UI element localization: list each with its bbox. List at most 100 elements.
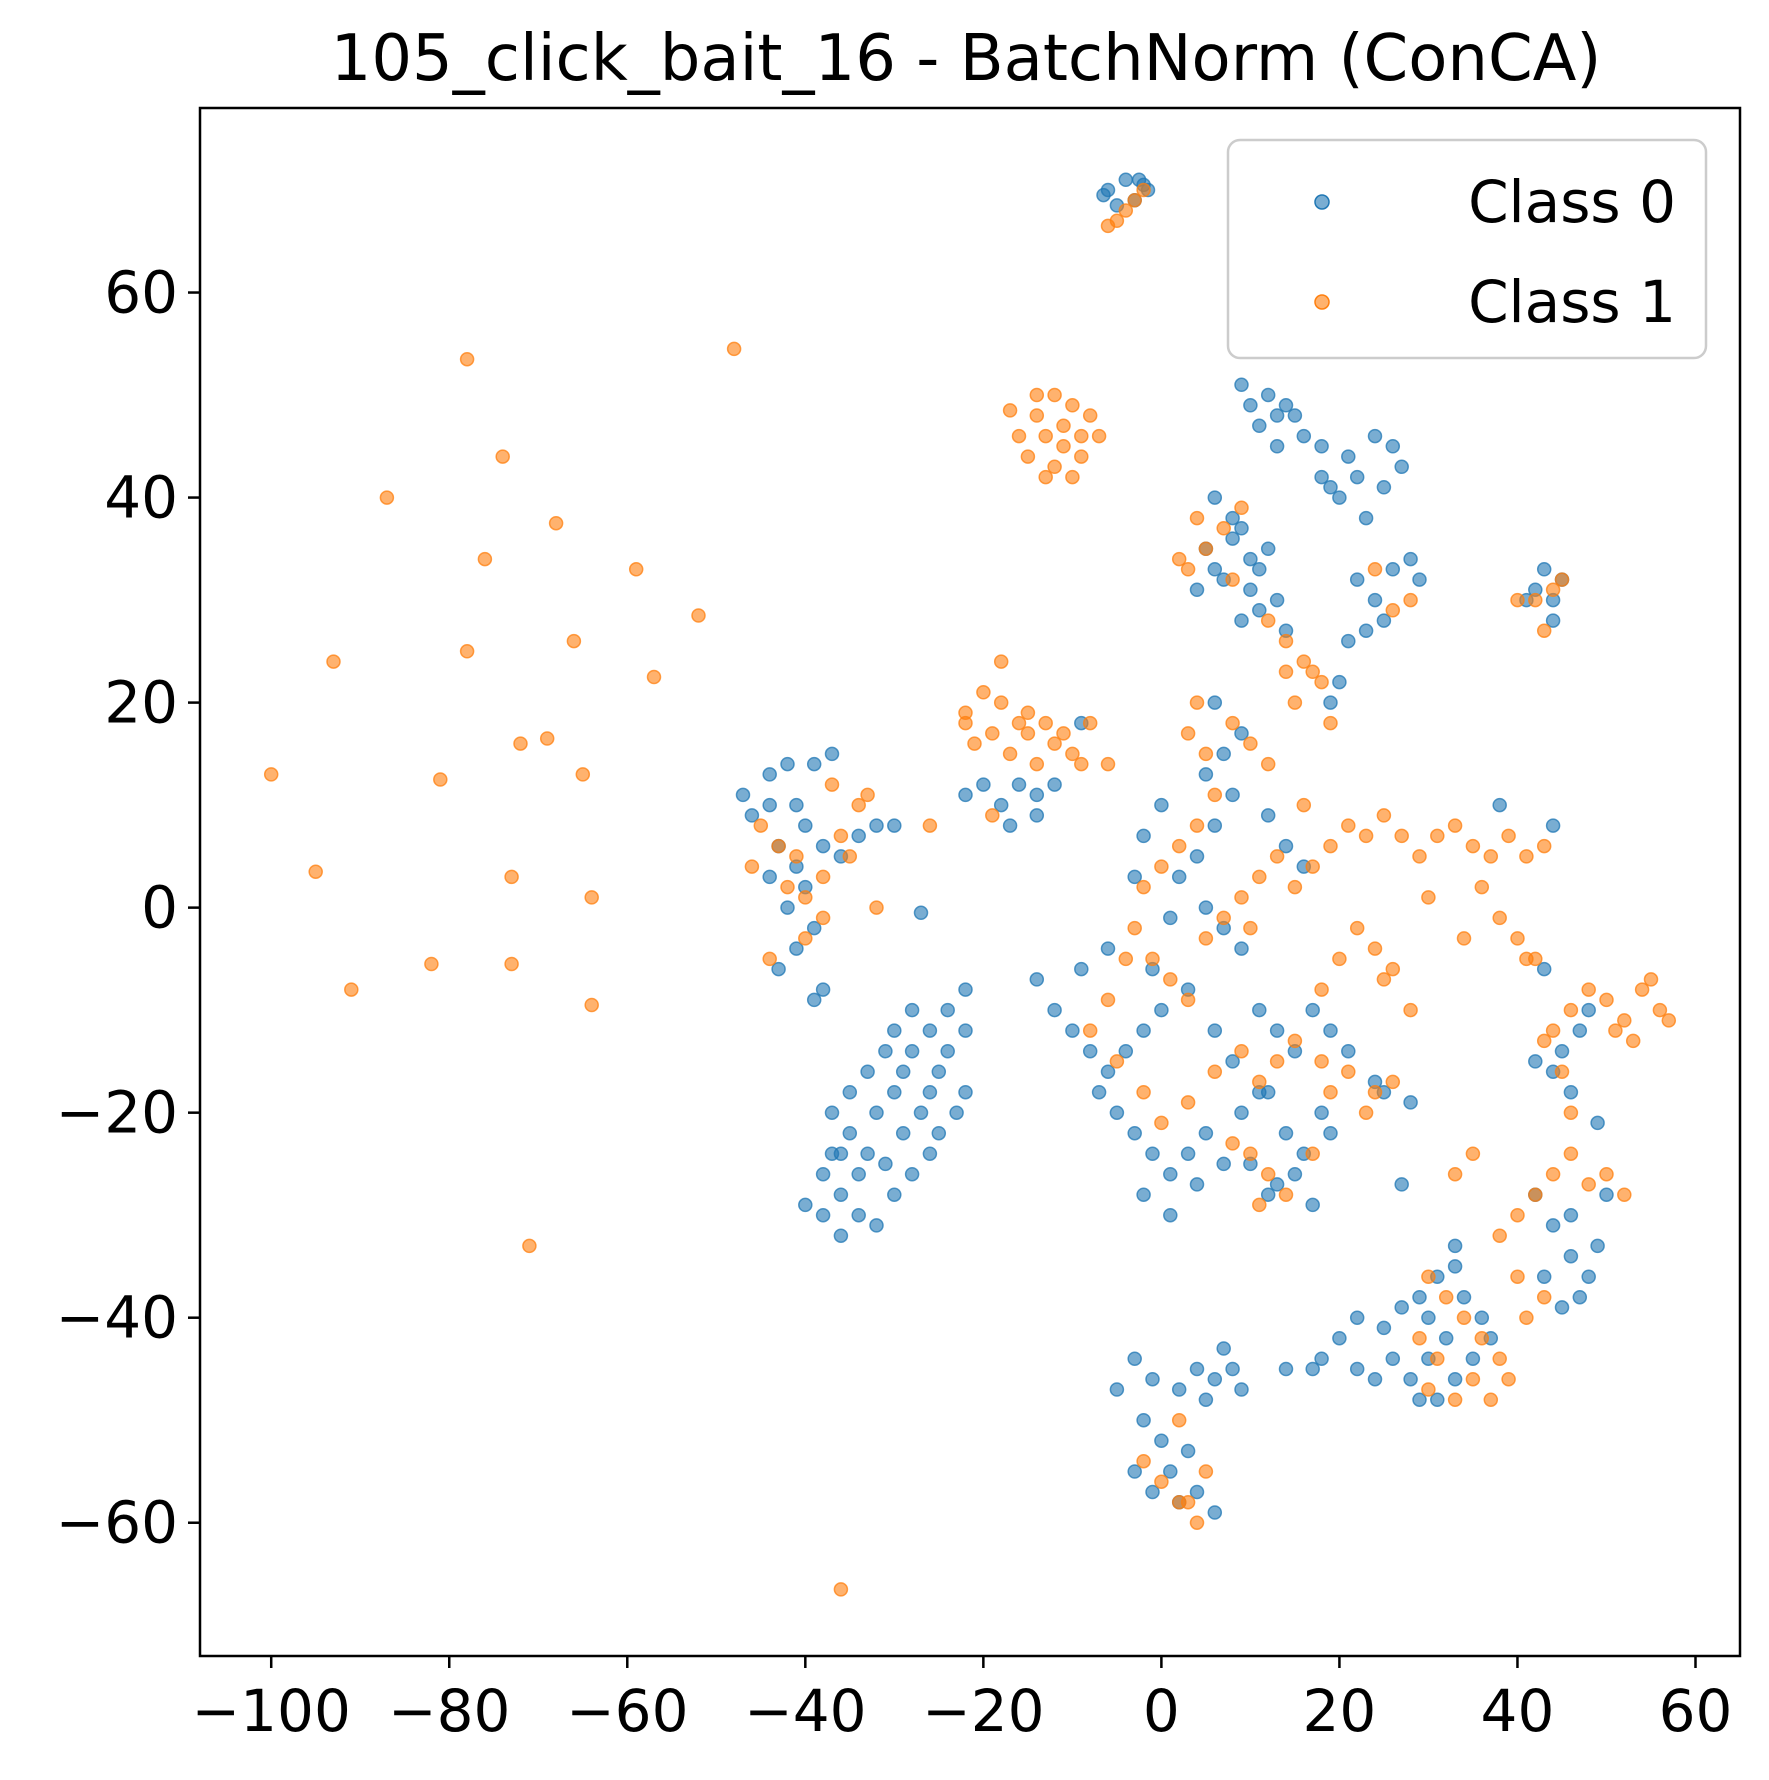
data-point: [1136, 879, 1151, 895]
data-point: [1341, 449, 1356, 464]
data-point: [1118, 172, 1134, 188]
data-point: [1536, 1289, 1552, 1305]
data-point: [1305, 1361, 1320, 1377]
data-point: [1394, 828, 1409, 844]
data-point: [789, 849, 804, 864]
data-point: [1287, 695, 1303, 710]
data-point: [504, 956, 519, 972]
data-point: [1510, 592, 1525, 608]
data-point: [1234, 726, 1249, 741]
data-point: [1011, 715, 1027, 731]
data-point: [1252, 562, 1267, 577]
data-point: [1198, 541, 1214, 557]
data-point: [1154, 797, 1169, 813]
data-point: [1207, 1023, 1223, 1038]
data-point: [771, 838, 786, 854]
data-point: [1438, 1330, 1454, 1346]
data-point: [1572, 1289, 1588, 1305]
data-point: [958, 1023, 973, 1038]
data-point: [1029, 408, 1045, 423]
data-point: [878, 1043, 893, 1059]
data-point: [771, 961, 786, 977]
data-point: [1029, 808, 1045, 823]
data-point: [1385, 562, 1401, 577]
data-point: [1385, 1074, 1401, 1090]
data-point: [1367, 1084, 1383, 1100]
data-point: [1198, 1392, 1214, 1407]
data-point: [1323, 838, 1338, 854]
data-point: [1287, 879, 1303, 895]
series-class-1: [263, 182, 1677, 1597]
data-point: [1519, 1310, 1534, 1325]
data-point: [1394, 1177, 1409, 1192]
data-point: [1465, 1146, 1481, 1161]
data-point: [1234, 1043, 1249, 1059]
data-point: [1189, 1484, 1205, 1500]
data-point: [1501, 828, 1516, 844]
data-point: [1002, 403, 1018, 418]
data-point: [1563, 1207, 1579, 1223]
data-point: [1047, 736, 1062, 751]
data-point: [1171, 1412, 1187, 1428]
data-point: [806, 992, 822, 1008]
data-point: [1020, 449, 1036, 464]
data-point: [833, 1228, 849, 1243]
data-point: [1625, 1033, 1641, 1049]
data-point: [1349, 572, 1365, 587]
y-tick-label: 60: [104, 259, 178, 327]
data-point: [1563, 1248, 1579, 1264]
data-point: [1305, 1146, 1320, 1161]
data-point: [851, 797, 866, 813]
data-point: [780, 756, 795, 772]
data-point: [1599, 992, 1614, 1008]
data-point: [1545, 582, 1561, 598]
data-point: [1385, 439, 1401, 454]
data-point: [1260, 541, 1276, 557]
data-point: [548, 515, 564, 531]
data-point: [1189, 818, 1205, 833]
data-point: [1296, 797, 1312, 813]
data-point: [1225, 715, 1240, 731]
data-point: [1154, 1474, 1169, 1489]
data-point: [1403, 1095, 1418, 1110]
data-point: [1305, 859, 1320, 874]
data-point: [1100, 218, 1116, 234]
data-point: [1412, 1289, 1427, 1305]
data-point: [1376, 808, 1392, 823]
data-point: [1260, 613, 1276, 628]
data-point: [815, 910, 831, 926]
data-point: [584, 997, 599, 1013]
data-point: [753, 818, 769, 833]
data-point: [922, 1084, 938, 1100]
data-point: [1163, 972, 1178, 987]
data-point: [1305, 664, 1320, 680]
data-point: [1234, 1382, 1249, 1397]
data-point: [433, 772, 448, 787]
data-point: [887, 1187, 902, 1202]
data-point: [869, 818, 884, 833]
data-point: [1349, 469, 1365, 485]
data-point: [1456, 931, 1472, 946]
data-point: [263, 767, 279, 782]
data-point: [1065, 746, 1080, 762]
data-point: [1243, 398, 1258, 413]
data-point: [1243, 582, 1258, 598]
data-point: [1483, 849, 1499, 864]
data-point: [1314, 469, 1329, 485]
data-point: [1599, 1166, 1614, 1182]
data-point: [1234, 500, 1249, 516]
data-point: [1189, 510, 1205, 526]
data-point: [860, 1064, 875, 1079]
data-point: [1047, 459, 1062, 475]
data-point: [1189, 1361, 1205, 1377]
data-point: [1100, 941, 1116, 956]
legend-marker-class-0: [1314, 194, 1330, 210]
data-point: [1412, 849, 1427, 864]
data-point: [958, 1084, 973, 1100]
data-point: [1154, 1433, 1169, 1448]
data-point: [1171, 838, 1187, 854]
data-point: [1180, 992, 1196, 1008]
data-point: [780, 900, 795, 915]
data-point: [1492, 797, 1507, 813]
